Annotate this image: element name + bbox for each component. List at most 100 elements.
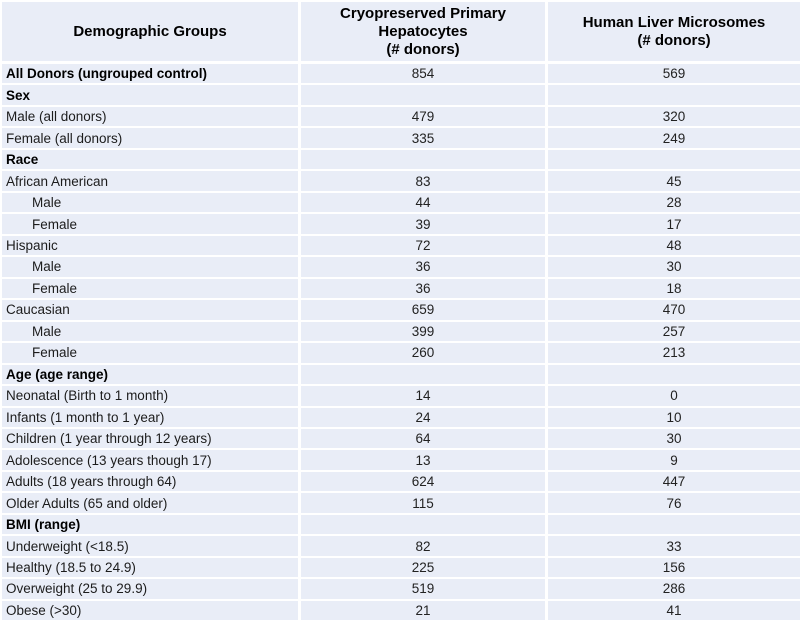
row-label: Female xyxy=(2,343,301,363)
table-row: Infants (1 month to 1 year) 24 10 xyxy=(2,407,800,429)
column-header-demographic-groups: Demographic Groups xyxy=(2,2,301,61)
hepatocytes-donor-count xyxy=(301,85,548,105)
microsomes-donor-count: 10 xyxy=(548,407,800,427)
hepatocytes-donor-count xyxy=(301,364,548,385)
section-row: Sex xyxy=(2,85,800,107)
table-row: Adolescence (13 years though 17) 13 9 xyxy=(2,450,800,472)
hepatocytes-donor-count: 36 xyxy=(301,257,548,277)
section-row: Race xyxy=(2,149,800,172)
hepatocytes-donor-count: 36 xyxy=(301,278,548,299)
table-body: All Donors (ungrouped control) 854 569 Sex M… xyxy=(2,64,800,623)
row-label: Race xyxy=(2,149,301,170)
hepatocytes-donor-count xyxy=(301,514,548,535)
table-row: Overweight (25 to 29.9) 519 286 xyxy=(2,579,800,601)
microsomes-donor-count: 18 xyxy=(548,278,800,299)
microsomes-donor-count: 569 xyxy=(548,64,800,84)
table-header-row: Demographic Groups Cryopreserved Primary… xyxy=(2,2,800,64)
microsomes-donor-count xyxy=(548,85,800,105)
microsomes-donor-count: 41 xyxy=(548,600,800,621)
row-label: Male xyxy=(2,192,301,213)
hepatocytes-donor-count: 82 xyxy=(301,536,548,556)
hepatocytes-donor-count: 519 xyxy=(301,579,548,599)
hepatocytes-donor-count: 21 xyxy=(301,600,548,621)
table-row: Male 36 30 xyxy=(2,257,800,279)
hepatocytes-donor-count: 260 xyxy=(301,343,548,363)
row-label: Overweight (25 to 29.9) xyxy=(2,579,301,599)
table-row: Adults (18 years through 64) 624 447 xyxy=(2,471,800,494)
row-label: Adolescence (13 years though 17) xyxy=(2,450,301,470)
microsomes-donor-count: 470 xyxy=(548,300,800,320)
hepatocytes-donor-count: 39 xyxy=(301,214,548,234)
table-row: Female 36 18 xyxy=(2,278,800,301)
row-label: Children (1 year through 12 years) xyxy=(2,428,301,449)
microsomes-donor-count: 45 xyxy=(548,171,800,191)
microsomes-donor-count: 30 xyxy=(548,428,800,449)
table-row: Healthy (18.5 to 24.9) 225 156 xyxy=(2,557,800,580)
table-row: Children (1 year through 12 years) 64 30 xyxy=(2,428,800,451)
table-row: Male 44 28 xyxy=(2,192,800,215)
row-label: BMI (range) xyxy=(2,514,301,535)
microsomes-donor-count: 156 xyxy=(548,557,800,578)
hepatocytes-donor-count: 399 xyxy=(301,321,548,342)
hepatocytes-donor-count: 659 xyxy=(301,300,548,320)
table-row: Female 39 17 xyxy=(2,214,800,236)
microsomes-donor-count: 76 xyxy=(548,493,800,513)
hepatocytes-donor-count: 13 xyxy=(301,450,548,470)
table-row: Hispanic 72 48 xyxy=(2,235,800,258)
row-label: Age (age range) xyxy=(2,364,301,385)
row-label: Neonatal (Birth to 1 month) xyxy=(2,386,301,406)
hepatocytes-donor-count: 225 xyxy=(301,557,548,578)
hepatocytes-donor-count: 854 xyxy=(301,64,548,84)
row-label: Sex xyxy=(2,85,301,105)
row-label: Underweight (<18.5) xyxy=(2,536,301,556)
hepatocytes-donor-count: 115 xyxy=(301,493,548,513)
row-label: Caucasian xyxy=(2,300,301,320)
table-row: Female 260 213 xyxy=(2,343,800,365)
hepatocytes-donor-count xyxy=(301,149,548,170)
hepatocytes-donor-count: 64 xyxy=(301,428,548,449)
microsomes-donor-count xyxy=(548,514,800,535)
row-label: Female xyxy=(2,278,301,299)
table-row: Male 399 257 xyxy=(2,321,800,344)
microsomes-donor-count: 0 xyxy=(548,386,800,406)
table-row: Obese (>30) 21 41 xyxy=(2,600,800,623)
microsomes-donor-count: 447 xyxy=(548,471,800,492)
microsomes-donor-count: 48 xyxy=(548,235,800,256)
microsomes-donor-count: 17 xyxy=(548,214,800,234)
hepatocytes-donor-count: 479 xyxy=(301,106,548,127)
microsomes-donor-count: 28 xyxy=(548,192,800,213)
microsomes-donor-count xyxy=(548,364,800,385)
column-header-human-liver-microsomes: Human Liver Microsomes (# donors) xyxy=(548,2,800,61)
microsomes-donor-count: 320 xyxy=(548,106,800,127)
table-row: Male (all donors) 479 320 xyxy=(2,106,800,129)
row-label: Adults (18 years through 64) xyxy=(2,471,301,492)
row-label: Obese (>30) xyxy=(2,600,301,621)
table-row: Underweight (<18.5) 82 33 xyxy=(2,536,800,558)
section-row: Age (age range) xyxy=(2,364,800,387)
table-row: Female (all donors) 335 249 xyxy=(2,128,800,150)
hepatocytes-donor-count: 24 xyxy=(301,407,548,427)
microsomes-donor-count: 30 xyxy=(548,257,800,277)
row-label: All Donors (ungrouped control) xyxy=(2,64,301,84)
table-row: Neonatal (Birth to 1 month) 14 0 xyxy=(2,386,800,408)
row-label: Male (all donors) xyxy=(2,106,301,127)
column-header-cryopreserved-hepatocytes: Cryopreserved Primary Hepatocytes (# don… xyxy=(301,2,548,61)
hepatocytes-donor-count: 44 xyxy=(301,192,548,213)
microsomes-donor-count: 257 xyxy=(548,321,800,342)
hepatocytes-donor-count: 72 xyxy=(301,235,548,256)
hepatocytes-donor-count: 83 xyxy=(301,171,548,191)
microsomes-donor-count: 249 xyxy=(548,128,800,148)
table-row: All Donors (ungrouped control) 854 569 xyxy=(2,64,800,86)
hepatocytes-donor-count: 624 xyxy=(301,471,548,492)
microsomes-donor-count: 286 xyxy=(548,579,800,599)
table-row: African American 83 45 xyxy=(2,171,800,193)
row-label: Hispanic xyxy=(2,235,301,256)
microsomes-donor-count: 33 xyxy=(548,536,800,556)
section-row: BMI (range) xyxy=(2,514,800,537)
row-label: Male xyxy=(2,257,301,277)
hepatocytes-donor-count: 335 xyxy=(301,128,548,148)
row-label: Female xyxy=(2,214,301,234)
microsomes-donor-count xyxy=(548,149,800,170)
row-label: Male xyxy=(2,321,301,342)
